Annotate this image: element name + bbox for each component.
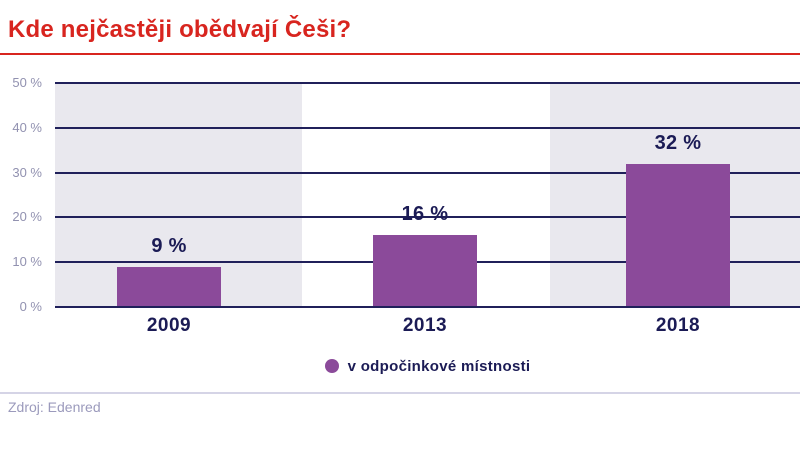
y-tick-label: 20 % — [12, 209, 42, 225]
bar-value-label: 9 % — [151, 234, 187, 257]
bar-2018 — [626, 163, 730, 307]
legend-marker-circle — [324, 359, 339, 373]
y-tick-label: 40 % — [12, 119, 42, 135]
gridline — [55, 216, 800, 219]
x-axis-label: 2013 — [402, 315, 448, 336]
gridline — [55, 171, 800, 174]
x-axis: 2009 2013 2018 — [55, 315, 800, 339]
source-caption: Zdroj: Edenred — [8, 399, 101, 415]
y-tick-label: 50 % — [12, 75, 42, 90]
bar-value-label: 32 % — [654, 131, 702, 154]
bar-value-label: 16 % — [401, 203, 449, 226]
title-divider-line — [0, 53, 800, 55]
y-tick-label: 30 % — [12, 164, 42, 180]
footer-divider-line — [0, 392, 800, 394]
gridline — [55, 126, 800, 129]
legend: v odpočinkové místnosti — [55, 354, 800, 378]
bar-2009 — [117, 266, 221, 307]
y-axis: 50 % 40 % 30 % 20 % 10 % 0 % — [0, 75, 42, 314]
x-axis-label: 2018 — [655, 315, 701, 336]
bar-2013 — [373, 235, 477, 307]
bar-chart: 50 % 40 % 30 % 20 % 10 % 0 % 9 % 16 % 32 % 2009… — [0, 60, 800, 340]
page-title: Kde nejčastěji obědvají Češi? — [8, 16, 352, 43]
x-axis-label: 2009 — [146, 315, 192, 336]
gridline — [55, 82, 800, 84]
y-tick-label: 0 % — [19, 299, 42, 314]
legend-label: v odpočinkové místnosti — [347, 357, 531, 375]
plot-area: 9 % 16 % 32 % — [55, 82, 800, 308]
y-tick-label: 10 % — [12, 254, 42, 270]
gridline — [55, 306, 800, 308]
